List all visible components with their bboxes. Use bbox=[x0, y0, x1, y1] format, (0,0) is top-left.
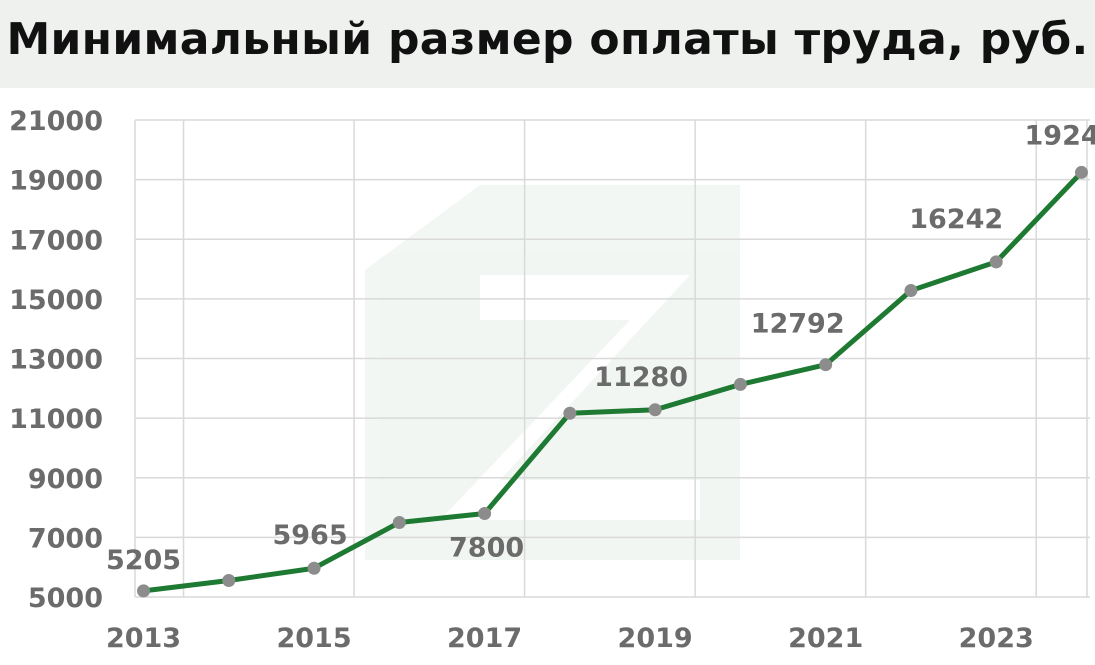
data-point bbox=[478, 507, 492, 521]
series-group bbox=[137, 165, 1088, 598]
data-point bbox=[307, 561, 321, 575]
chart-title: Минимальный размер оплаты труда, руб. bbox=[6, 14, 1089, 65]
x-tick-label: 2015 bbox=[276, 623, 351, 654]
data-point bbox=[648, 403, 662, 417]
x-tick-label: 2021 bbox=[788, 623, 863, 654]
y-tick-label: 19000 bbox=[9, 166, 103, 197]
watermark-logo bbox=[365, 185, 740, 560]
data-label: 16242 bbox=[909, 204, 1003, 235]
grid-lines bbox=[134, 119, 1090, 598]
data-label: 7800 bbox=[449, 533, 524, 564]
y-tick-label: 21000 bbox=[9, 106, 103, 137]
data-point bbox=[819, 358, 833, 372]
y-tick-label: 5000 bbox=[28, 583, 103, 614]
x-tick-label: 2013 bbox=[106, 623, 181, 654]
y-tick-label: 13000 bbox=[9, 345, 103, 376]
data-label: 11280 bbox=[594, 362, 688, 393]
x-tick-label: 2017 bbox=[447, 623, 522, 654]
data-label: 19242 bbox=[1025, 120, 1095, 151]
data-point bbox=[989, 255, 1003, 269]
y-tick-label: 7000 bbox=[28, 523, 103, 554]
data-point bbox=[733, 377, 747, 391]
data-label: 5205 bbox=[106, 545, 181, 576]
x-tick-label: 2023 bbox=[959, 623, 1034, 654]
series-line bbox=[141, 169, 1084, 594]
data-point bbox=[1074, 165, 1088, 179]
data-label: 5965 bbox=[272, 520, 347, 551]
y-tick-label: 15000 bbox=[9, 285, 103, 316]
data-labels: 5205 5965 7800 11280 12792 16242 19242 bbox=[106, 120, 1095, 575]
title-band bbox=[0, 0, 1095, 88]
data-point bbox=[563, 406, 577, 420]
x-axis: 2013 2015 2017 2019 2021 2023 bbox=[106, 623, 1034, 654]
y-axis: 5000 7000 9000 11000 13000 15000 17000 19000 210… bbox=[9, 106, 103, 614]
data-point bbox=[392, 515, 406, 529]
data-point bbox=[137, 584, 151, 598]
y-tick-label: 9000 bbox=[28, 464, 103, 495]
y-tick-label: 17000 bbox=[9, 225, 103, 256]
data-label: 12792 bbox=[751, 309, 845, 340]
data-point bbox=[222, 573, 236, 587]
y-tick-label: 11000 bbox=[9, 404, 103, 435]
x-tick-label: 2019 bbox=[618, 623, 693, 654]
data-point bbox=[904, 284, 918, 298]
